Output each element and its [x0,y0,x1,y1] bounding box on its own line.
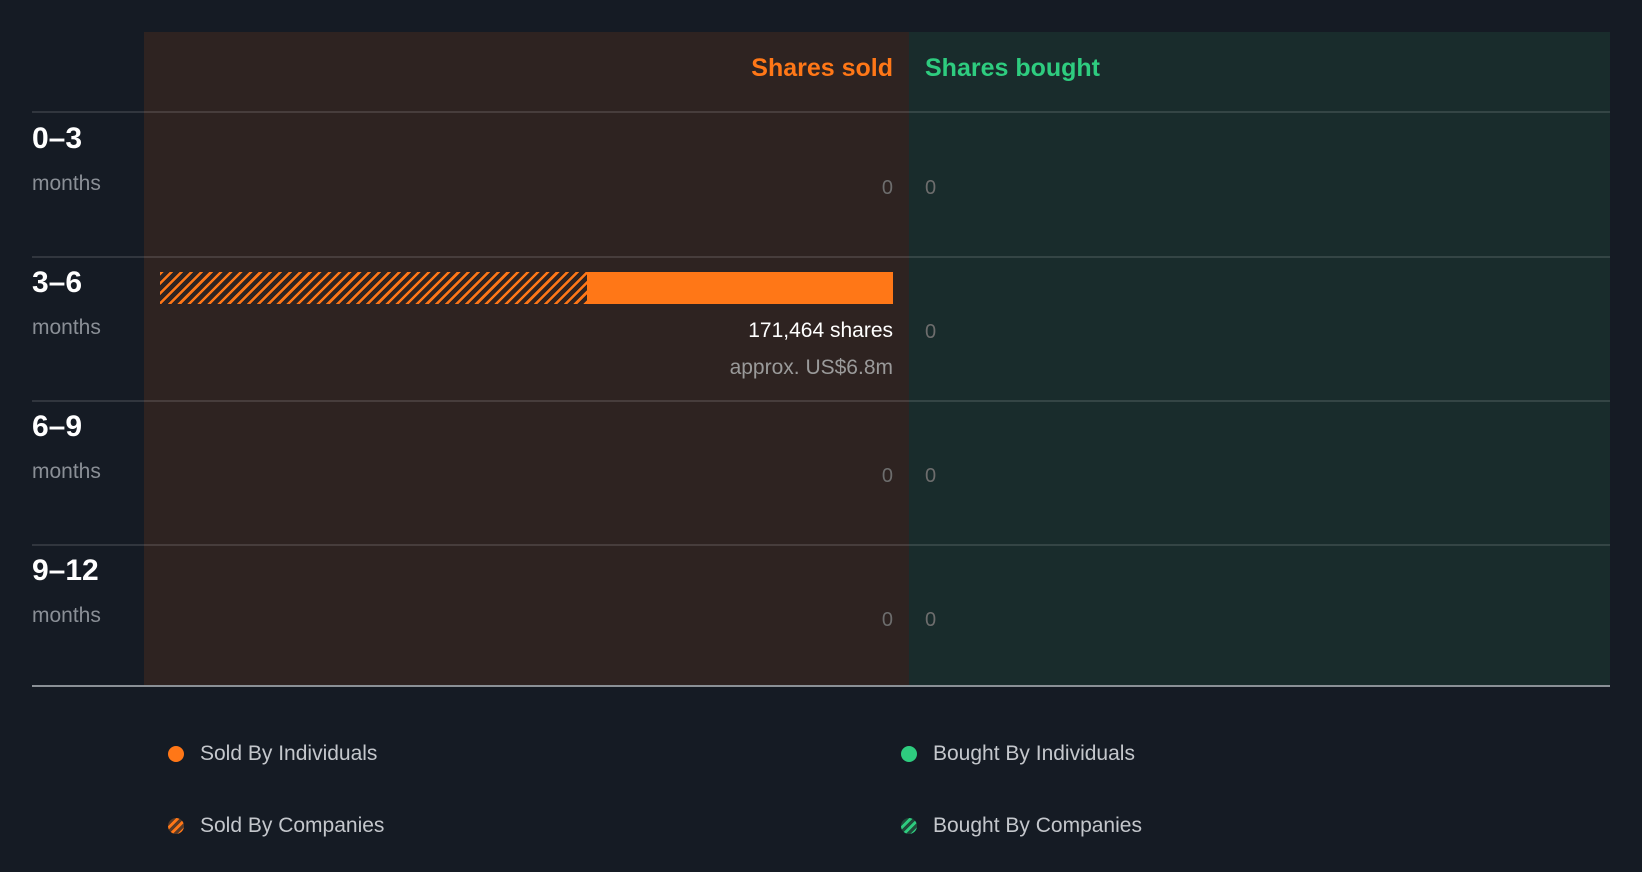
row-unit-label: months [32,316,101,339]
row-divider [32,111,1610,113]
legend-label: Bought By Individuals [933,742,1135,765]
legend-label: Sold By Companies [200,814,385,837]
row-range-label: 9–12 [32,554,99,587]
solid-orange-dot-icon [168,746,184,762]
solid-green-dot-icon [901,746,917,762]
bought-value: 0 [925,609,937,631]
sold-value: 0 [881,177,893,199]
row-unit-label: months [32,604,101,627]
chart-baseline [32,685,1610,687]
row-divider [32,544,1610,546]
row-divider [32,400,1610,402]
hatched-green-dot-icon [901,818,917,834]
row-range-label: 3–6 [32,266,83,299]
shares-sold-panel [144,32,909,686]
bought-value: 0 [925,321,937,343]
sold-shares-total: 171,464 shares [748,319,893,342]
sold-value: 0 [881,609,893,631]
bought-value: 0 [925,465,937,487]
legend-item-sold-by-individuals[interactable]: Sold By Individuals [168,742,377,766]
row-unit-label: months [32,460,101,483]
bar-sold-by-individuals[interactable] [587,272,893,304]
shares-bought-panel [909,32,1610,686]
legend-label: Bought By Companies [933,814,1142,837]
row-unit-label: months [32,172,101,195]
sold-value: 0 [881,465,893,487]
row-divider [32,256,1610,258]
legend-item-bought-by-companies[interactable]: Bought By Companies [901,814,1142,838]
legend-label: Sold By Individuals [200,742,378,765]
row-range-label: 0–3 [32,122,83,155]
hatched-orange-dot-icon [168,818,184,834]
shares-sold-header: Shares sold [751,54,893,82]
shares-bought-header: Shares bought [925,54,1101,82]
sold-value-approx: approx. US$6.8m [729,356,893,379]
legend-item-sold-by-companies[interactable]: Sold By Companies [168,814,384,838]
legend-item-bought-by-individuals[interactable]: Bought By Individuals [901,742,1135,766]
row-range-label: 6–9 [32,410,83,443]
bar-sold-by-companies[interactable] [160,272,587,304]
bought-value: 0 [925,177,937,199]
